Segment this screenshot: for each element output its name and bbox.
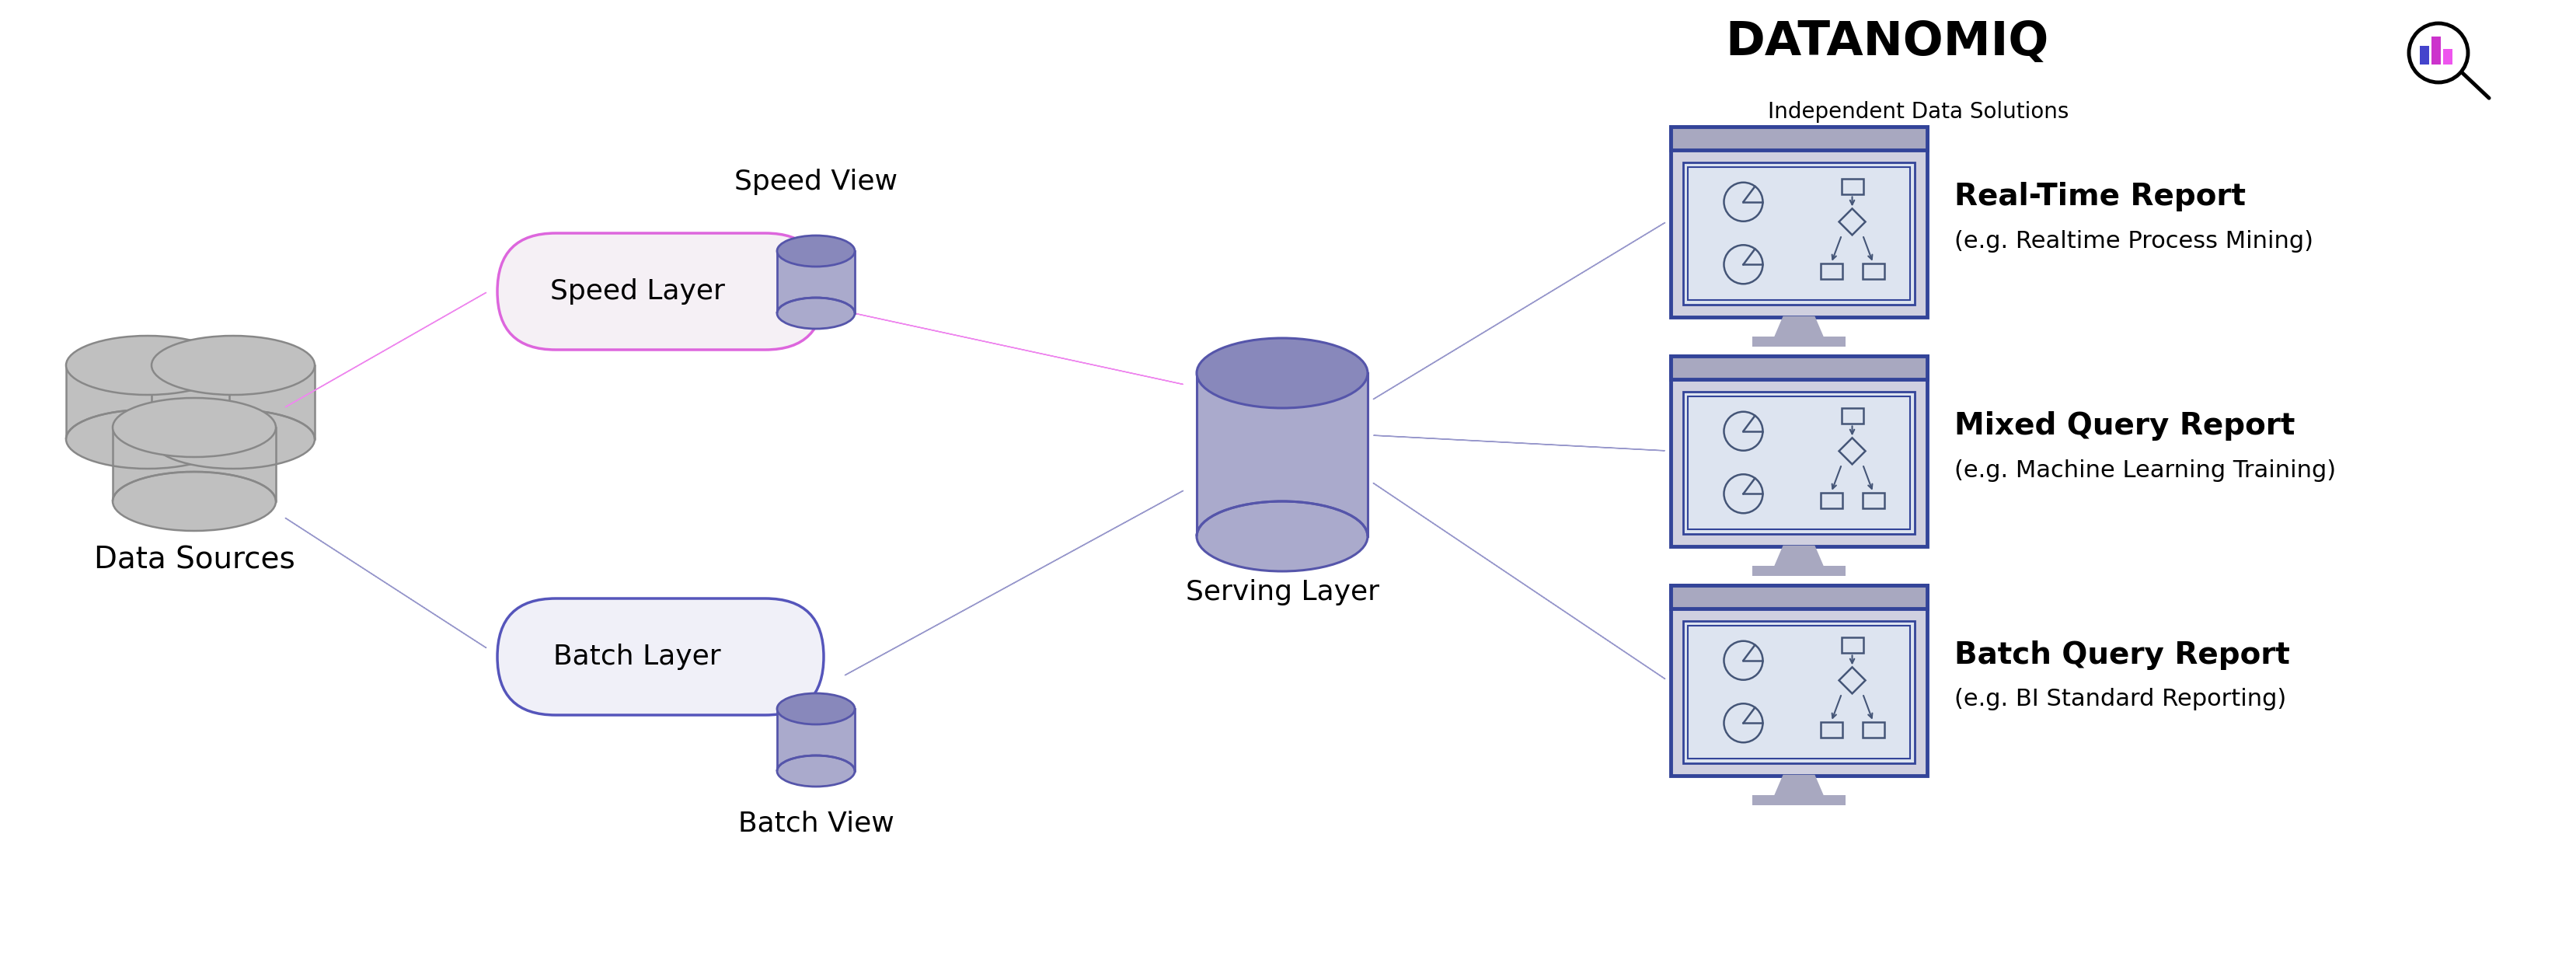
FancyBboxPatch shape <box>1669 126 1927 150</box>
FancyBboxPatch shape <box>1752 565 1844 576</box>
Polygon shape <box>1772 546 1824 568</box>
FancyBboxPatch shape <box>1682 163 1914 304</box>
Polygon shape <box>1772 775 1824 797</box>
FancyArrowPatch shape <box>1373 435 1664 451</box>
Text: Speed View: Speed View <box>734 168 896 195</box>
Ellipse shape <box>1195 501 1368 572</box>
FancyBboxPatch shape <box>1669 585 1927 775</box>
Ellipse shape <box>778 755 855 787</box>
Text: (e.g. Machine Learning Training): (e.g. Machine Learning Training) <box>1953 459 2336 482</box>
FancyBboxPatch shape <box>1752 337 1844 346</box>
Bar <box>2419 46 2429 64</box>
FancyBboxPatch shape <box>1669 126 1927 316</box>
Polygon shape <box>778 708 855 771</box>
Polygon shape <box>778 251 855 314</box>
FancyBboxPatch shape <box>497 598 824 715</box>
FancyBboxPatch shape <box>1752 794 1844 805</box>
Polygon shape <box>113 427 276 501</box>
Ellipse shape <box>1195 338 1368 408</box>
Polygon shape <box>67 365 229 439</box>
FancyArrowPatch shape <box>845 312 1182 384</box>
FancyArrowPatch shape <box>286 518 487 648</box>
Ellipse shape <box>113 471 276 531</box>
FancyBboxPatch shape <box>1669 356 1927 546</box>
Ellipse shape <box>778 235 855 267</box>
Text: (e.g. Realtime Process Mining): (e.g. Realtime Process Mining) <box>1953 229 2313 252</box>
Ellipse shape <box>67 336 229 395</box>
FancyBboxPatch shape <box>1682 391 1914 533</box>
Text: Independent Data Solutions: Independent Data Solutions <box>1767 101 2069 122</box>
Polygon shape <box>1195 373 1368 536</box>
Text: Mixed Query Report: Mixed Query Report <box>1953 411 2295 441</box>
Text: Data Sources: Data Sources <box>93 546 294 576</box>
FancyArrowPatch shape <box>286 293 487 407</box>
Text: Serving Layer: Serving Layer <box>1185 579 1378 605</box>
FancyBboxPatch shape <box>497 233 824 350</box>
Ellipse shape <box>67 409 229 468</box>
FancyArrowPatch shape <box>1373 223 1664 400</box>
FancyBboxPatch shape <box>1669 585 1927 608</box>
FancyArrowPatch shape <box>1373 483 1664 679</box>
Text: Real-Time Report: Real-Time Report <box>1953 182 2246 211</box>
Polygon shape <box>1772 316 1824 338</box>
Text: Batch Query Report: Batch Query Report <box>1953 641 2290 670</box>
Text: Speed Layer: Speed Layer <box>549 278 724 305</box>
Bar <box>2442 49 2452 64</box>
Ellipse shape <box>778 297 855 329</box>
Bar <box>2432 36 2439 64</box>
Text: (e.g. BI Standard Reporting): (e.g. BI Standard Reporting) <box>1953 688 2285 710</box>
Text: Batch Layer: Batch Layer <box>554 643 721 670</box>
FancyBboxPatch shape <box>1669 356 1927 379</box>
FancyArrowPatch shape <box>845 490 1182 675</box>
Polygon shape <box>152 365 314 439</box>
FancyBboxPatch shape <box>1682 620 1914 763</box>
Ellipse shape <box>152 336 314 395</box>
Ellipse shape <box>113 398 276 457</box>
Text: Batch View: Batch View <box>737 810 894 836</box>
Text: DATANOMIQ: DATANOMIQ <box>1723 19 2048 65</box>
Ellipse shape <box>778 693 855 725</box>
Ellipse shape <box>152 409 314 468</box>
